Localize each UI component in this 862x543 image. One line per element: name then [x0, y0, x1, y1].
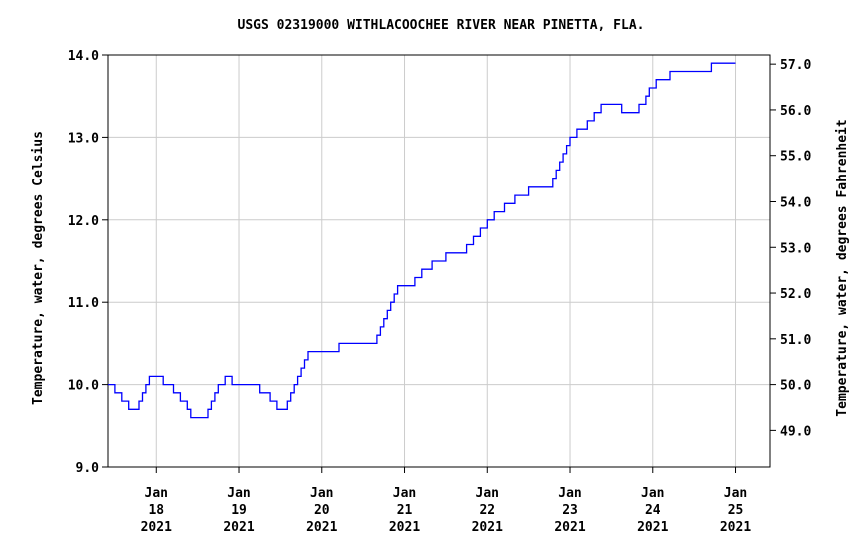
x-tick-label-day: 22 [479, 503, 495, 518]
x-tick-label-year: 2021 [389, 520, 420, 535]
x-tick-label-month: Jan [476, 486, 499, 501]
x-tick-label-day: 21 [397, 503, 413, 518]
y-tick-label: 9.0 [76, 461, 100, 476]
y-tick-label: 12.0 [68, 214, 99, 229]
x-tick-label-day: 23 [562, 503, 578, 518]
y-tick-label: 13.0 [68, 131, 99, 146]
x-tick-label-month: Jan [227, 486, 250, 501]
y2-tick-label: 55.0 [780, 150, 811, 165]
x-tick-label-year: 2021 [306, 520, 337, 535]
y2-tick-label: 56.0 [780, 104, 811, 119]
y2-tick-label: 51.0 [780, 333, 811, 348]
y-tick-label: 10.0 [68, 379, 99, 394]
y2-tick-label: 49.0 [780, 424, 811, 439]
x-tick-label-month: Jan [145, 486, 168, 501]
x-tick-label-year: 2021 [223, 520, 254, 535]
y-axis-title-left: Temperature, water, degrees Celsius [31, 131, 46, 405]
y2-tick-label: 52.0 [780, 287, 811, 302]
y2-tick-label: 53.0 [780, 241, 811, 256]
x-tick-label-day: 20 [314, 503, 330, 518]
x-tick-label-year: 2021 [720, 520, 751, 535]
y-tick-label: 14.0 [68, 49, 99, 64]
x-tick-label-month: Jan [310, 486, 333, 501]
x-tick-label-year: 2021 [637, 520, 668, 535]
y-axis-right: 49.0 50.0 51.0 52.0 53.0 54.0 55.0 56.0 57.0 [770, 58, 811, 439]
x-tick-label-month: Jan [393, 486, 416, 501]
y-axis-left: 9.0 10.0 11.0 12.0 13.0 14.0 [68, 49, 108, 476]
x-tick-label-day: 19 [231, 503, 247, 518]
chart-title: USGS 02319000 WITHLACOOCHEE RIVER NEAR P… [238, 18, 645, 33]
x-tick-label-year: 2021 [141, 520, 172, 535]
x-tick-label-month: Jan [641, 486, 664, 501]
grid [108, 55, 770, 467]
x-tick-label-day: 24 [645, 503, 661, 518]
x-tick-label-day: 18 [148, 503, 164, 518]
y2-tick-label: 57.0 [780, 58, 811, 73]
x-axis: Jan 18 2021 Jan 19 2021 Jan 20 2021 Jan 21 2021 Jan 2… [141, 467, 751, 535]
y-tick-label: 11.0 [68, 296, 99, 311]
y2-tick-label: 50.0 [780, 379, 811, 394]
y-axis-title-right: Temperature, water, degrees Fahrenheit [835, 119, 850, 416]
x-tick-label-month: Jan [724, 486, 747, 501]
series-line [108, 62, 736, 419]
x-tick-label-year: 2021 [554, 520, 585, 535]
y2-tick-label: 54.0 [780, 195, 811, 210]
x-tick-label-year: 2021 [472, 520, 503, 535]
x-tick-label-month: Jan [558, 486, 581, 501]
x-tick-label-day: 25 [728, 503, 744, 518]
plot-area-frame [107, 54, 771, 468]
